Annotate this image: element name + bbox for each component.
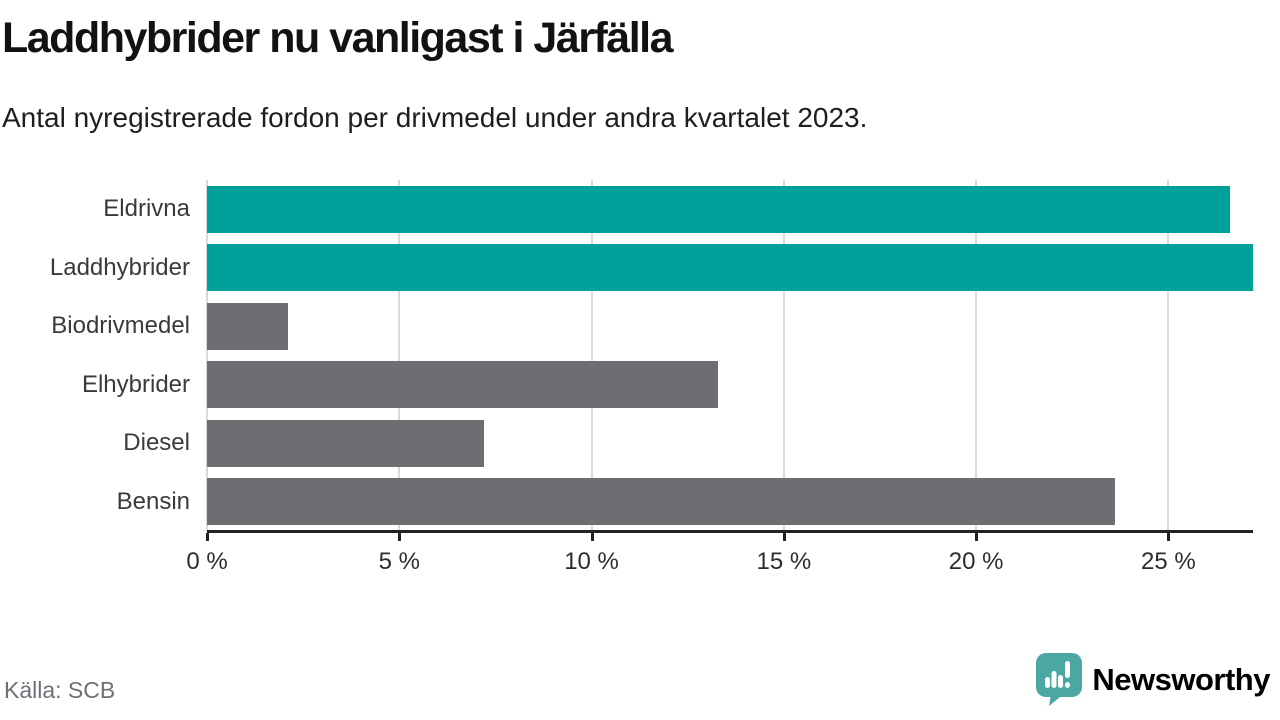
category-label: Eldrivna: [103, 195, 190, 222]
bar: [207, 478, 1115, 526]
x-tick-label: 15 %: [756, 548, 812, 575]
bar: [207, 302, 288, 350]
x-tick-mark: [398, 533, 402, 541]
plot-area: [206, 180, 1253, 531]
x-tick-label: 0 %: [186, 548, 228, 575]
source-note: Källa: SCB: [4, 677, 116, 703]
gridline: [1167, 180, 1170, 531]
x-tick-mark: [1167, 533, 1171, 541]
gridline: [398, 180, 401, 531]
x-tick-mark: [206, 533, 209, 541]
x-tick-label: 25 %: [1141, 548, 1196, 575]
gridline: [590, 180, 593, 531]
bar: [207, 244, 1253, 292]
category-label: Diesel: [123, 429, 190, 456]
bar: [207, 185, 1230, 233]
newsworthy-bubble-chart-icon: [1036, 653, 1083, 706]
x-tick-label: 10 %: [564, 548, 619, 575]
x-tick-mark: [590, 533, 594, 541]
x-tick-label: 20 %: [948, 548, 1004, 575]
gridline: [782, 180, 785, 531]
x-tick-mark: [782, 533, 786, 541]
category-axis: Eldrivna Laddhybrider Biodrivmedel Elhybrid…: [0, 180, 190, 531]
category-label: Biodrivmedel: [51, 312, 190, 339]
newsworthy-logo[interactable]: Newsworthy: [1036, 653, 1270, 706]
category-label: Bensin: [116, 487, 190, 515]
category-label: Laddhybrider: [49, 253, 190, 281]
x-axis-line: [207, 530, 1253, 533]
x-tick-label: 5 %: [378, 548, 420, 575]
newsworthy-wordmark: Newsworthy: [1092, 661, 1270, 697]
gridline: [975, 180, 978, 531]
gridline: [206, 180, 208, 531]
chart-subtitle: Antal nyregistrerade fordon per drivmede…: [2, 102, 868, 133]
chart-title: Laddhybrider nu vanligast i Järfälla: [2, 14, 674, 62]
x-tick-mark: [975, 533, 979, 541]
bar: [207, 361, 719, 409]
bar: [207, 419, 484, 467]
category-label: Elhybrider: [81, 370, 190, 398]
